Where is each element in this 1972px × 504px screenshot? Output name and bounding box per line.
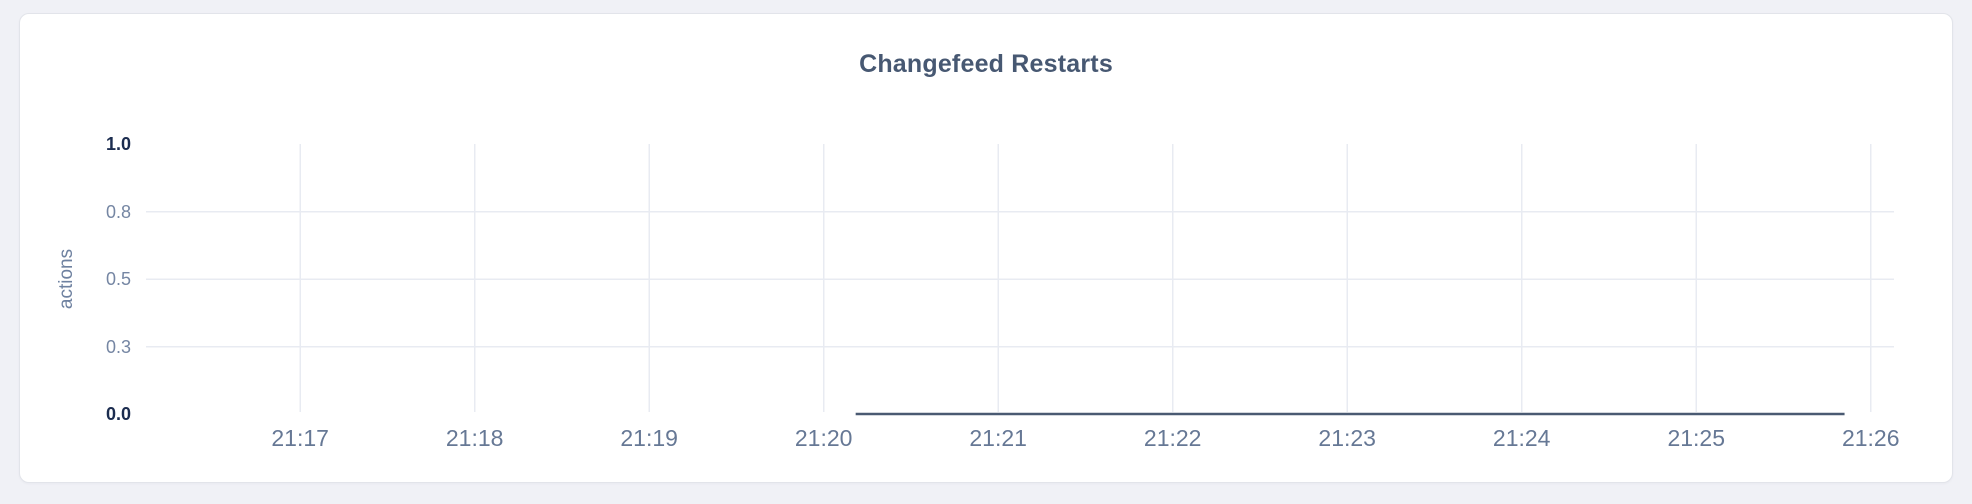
chart-title: Changefeed Restarts xyxy=(859,50,1113,78)
chart-plot-area[interactable] xyxy=(146,144,1894,414)
chart-canvas xyxy=(146,144,1894,416)
chart-card: Changefeed Restarts actions 1.0 0.8 0.5 0.3… xyxy=(19,13,1953,483)
